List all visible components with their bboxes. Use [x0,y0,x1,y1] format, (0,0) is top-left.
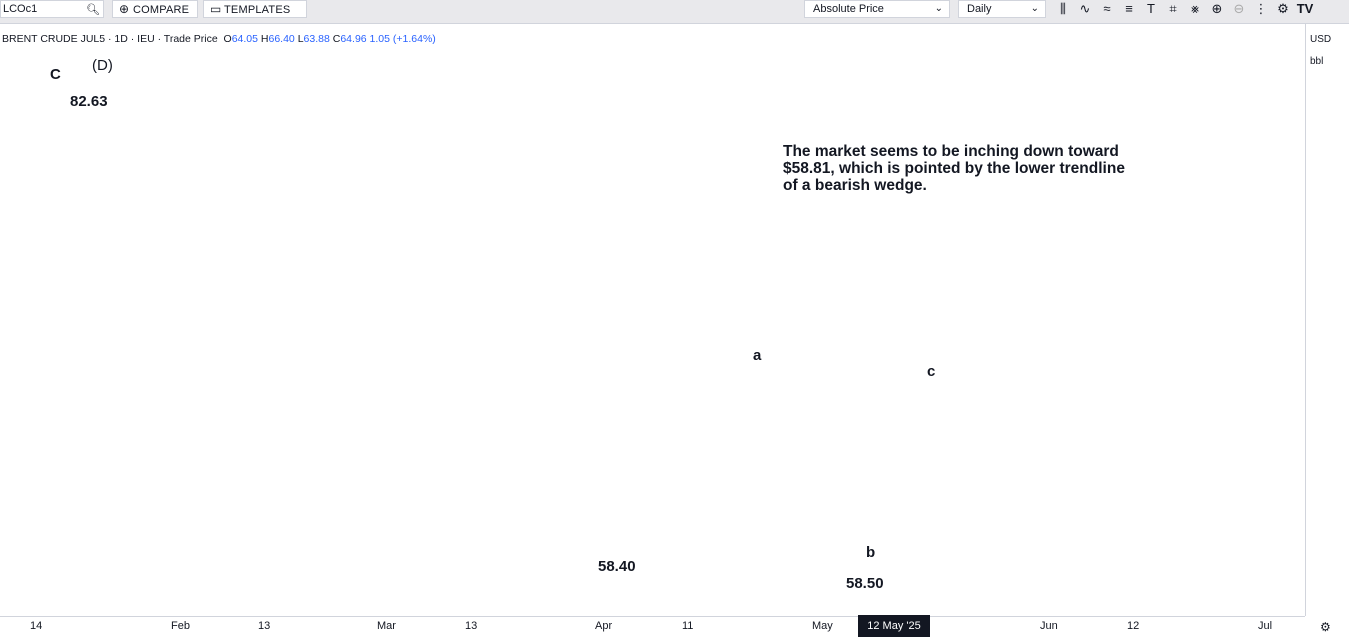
compare-label: COMPARE [133,4,190,16]
high-value: 66.40 [268,33,295,45]
settings-icon[interactable]: ⚙ [1320,620,1331,634]
tradingview-logo-icon: TV [1296,1,1314,16]
currency-label[interactable]: USD [1310,34,1332,45]
time-tick: 11 [682,620,694,632]
chevron-down-icon: ⌄ [934,3,943,14]
time-tick: 14 [30,620,43,632]
interval-value: Daily [967,3,992,15]
close-value: 64.96 [340,33,367,45]
lines-icon[interactable]: ≡ [1125,1,1133,16]
pattern-icon[interactable]: ⨳ [1190,1,1200,16]
folder-icon: ▭ [210,2,222,16]
time-tick: May [812,620,833,632]
top-toolbar: LCOc1 🔍︎ ⊕ COMPARE ▭ TEMPLATES Absolute Pri… [0,0,1349,24]
time-tick: Apr [595,620,613,632]
wave-label-c: c [927,363,936,380]
low-price-label-1: 58.40 [598,558,636,575]
price-chart[interactable] [0,24,1305,616]
price-mode-value: Absolute Price [813,3,884,15]
zoom-in-icon[interactable]: ⊕ [1211,1,1223,16]
symbol-search[interactable]: LCOc1 🔍︎ [0,0,104,18]
price-axis[interactable] [1305,24,1349,616]
open-label: O [223,33,232,45]
plus-circle-icon: ⊕ [119,2,130,16]
time-tick: 13 [465,620,478,632]
wave-icon[interactable]: ≈ [1103,1,1111,16]
more-icon[interactable]: ⋮ [1254,1,1268,16]
change-value: 1.05 (+1.64%) [369,33,436,45]
time-tick: 13 [258,620,271,632]
templates-button[interactable]: ▭ TEMPLATES [203,0,307,18]
symbol-text: LCOc1 [3,3,38,15]
symbol-name: BRENT CRUDE JUL5 · 1D · IEU · Trade Pric… [2,33,218,45]
time-axis[interactable] [0,616,1305,640]
high-label: H [260,33,269,45]
wave-label-b: b [866,544,876,561]
templates-label: TEMPLATES [224,4,291,16]
analysis-note: The market seems to be inching down towa… [783,143,1125,194]
gear-icon[interactable]: ⚙ [1277,1,1289,16]
time-cursor-label: 12 May '25 [858,615,930,637]
interval-select[interactable]: Daily ⌄ [958,0,1046,18]
low-price-label-2: 58.50 [846,575,884,592]
shape-icon[interactable]: ⌗ [1169,1,1177,16]
text-icon[interactable]: T [1147,1,1155,16]
symbol-info: BRENT CRUDE JUL5 · 1D · IEU · Trade Pric… [2,33,436,45]
wave-label-a: a [753,347,762,364]
time-tick: Jun [1040,620,1058,632]
indicators-icon[interactable]: ∿ [1079,1,1091,16]
candlestick-icon[interactable]: ⫼ [1060,1,1066,16]
low-value: 63.88 [303,33,330,45]
unit-label: bbl [1310,56,1324,67]
drawing-tools: ⫼ ∿ ≈ ≡ T ⌗ ⨳ ⊕ ⊖ ⋮ ⚙ TV [1052,0,1316,18]
chevron-down-icon: ⌄ [1030,3,1039,14]
low-label: L [297,33,304,45]
open-value: 64.05 [231,33,258,45]
search-icon[interactable]: 🔍︎ [86,4,100,16]
compare-button[interactable]: ⊕ COMPARE [112,0,198,18]
close-label: C [332,33,341,45]
time-tick: Jul [1258,620,1273,632]
zoom-out-icon[interactable]: ⊖ [1233,1,1245,16]
wave-label-c-top: C [50,66,61,83]
high-price-label: 82.63 [70,93,108,110]
wave-label-d: (D) [92,57,113,74]
time-tick: Mar [377,620,396,632]
time-tick: 12 [1127,620,1140,632]
price-mode-select[interactable]: Absolute Price ⌄ [804,0,950,18]
time-tick: Feb [171,620,190,632]
